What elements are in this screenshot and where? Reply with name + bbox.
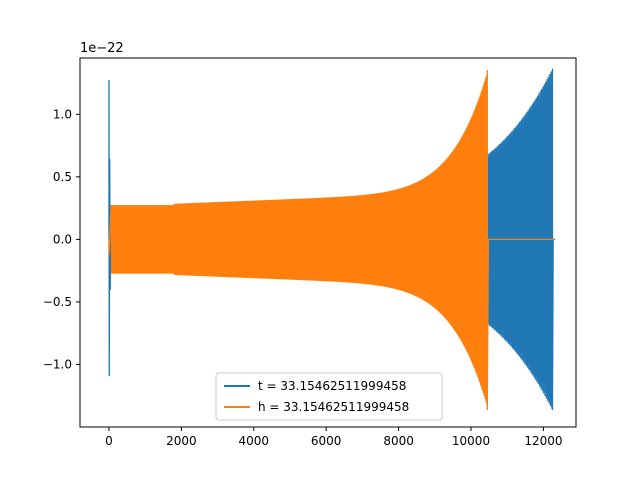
x-tick-label: 6000 xyxy=(311,434,342,448)
x-tick-label: 4000 xyxy=(239,434,270,448)
x-tick-label: 10000 xyxy=(452,434,490,448)
legend-label: t = 33.15462511999458 xyxy=(258,379,406,393)
y-tick-label: −0.5 xyxy=(43,295,72,309)
y-tick-label: 1.0 xyxy=(53,107,72,121)
x-tick-label: 0 xyxy=(105,434,113,448)
y-tick-label: 0.5 xyxy=(53,170,72,184)
plot-series xyxy=(108,68,555,411)
x-tick-label: 12000 xyxy=(524,434,562,448)
x-tick-label: 8000 xyxy=(383,434,414,448)
series-line-h xyxy=(108,69,555,411)
legend-label: h = 33.15462511999458 xyxy=(258,400,409,414)
legend: t = 33.15462511999458 h = 33.154625119994… xyxy=(215,372,443,421)
plot-frame xyxy=(79,57,577,428)
y-axis: −1.0 −0.5 0.0 0.5 1.0 xyxy=(43,107,80,371)
legend-box xyxy=(215,372,443,421)
y-offset-label: 1e−22 xyxy=(80,41,124,56)
y-tick-label: −1.0 xyxy=(43,357,72,371)
x-tick-label: 2000 xyxy=(166,434,197,448)
y-tick-label: 0.0 xyxy=(53,232,72,246)
x-axis: 0 2000 4000 6000 8000 10000 12000 xyxy=(105,427,563,448)
